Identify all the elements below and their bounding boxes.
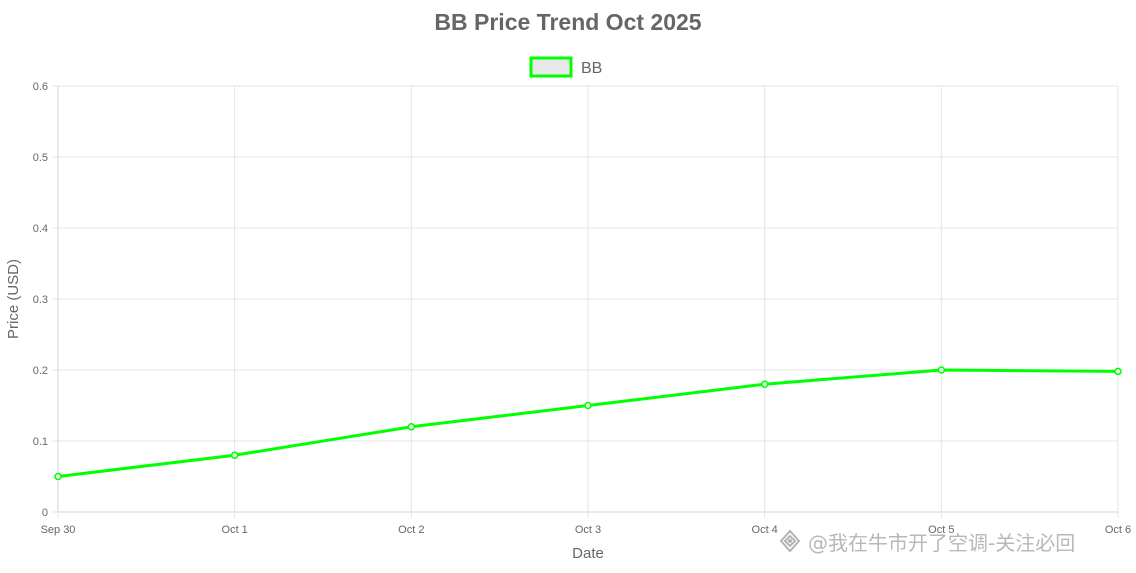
- data-point[interactable]: [230, 451, 239, 459]
- y-axis-title: Price (USD): [5, 259, 22, 339]
- x-axis-title: Date: [572, 545, 604, 562]
- x-tick-label: Oct 5: [928, 524, 954, 536]
- x-tick-label: Oct 3: [575, 524, 601, 536]
- watermark-text: @我在牛市开了空调-关注必回: [808, 530, 1076, 555]
- y-tick-label: 0.6: [33, 81, 48, 93]
- x-tick-label: Oct 1: [222, 524, 248, 536]
- y-tick-label: 0.1: [33, 436, 48, 448]
- x-tick-label: Oct 4: [752, 524, 778, 536]
- x-axis-ticks: Sep 30 Oct 1 Oct 2 Oct 3 Oct 4 Oct 5 Oct 6: [41, 524, 1132, 536]
- y-tick-label: 0.2: [33, 365, 48, 377]
- data-point[interactable]: [760, 380, 769, 388]
- legend[interactable]: BB: [529, 56, 602, 78]
- y-tick-label: 0.3: [33, 294, 48, 306]
- series-layer: [54, 366, 1122, 481]
- data-point[interactable]: [407, 423, 416, 431]
- watermark: @我在牛市开了空调-关注必回: [778, 526, 1075, 556]
- y-tick-label: 0: [42, 507, 48, 519]
- chart-title: BB Price Trend Oct 2025: [434, 9, 701, 35]
- grid: [52, 85, 1119, 518]
- data-point[interactable]: [54, 472, 62, 481]
- data-point[interactable]: [584, 401, 592, 410]
- data-point[interactable]: [1114, 367, 1122, 376]
- x-tick-label: Oct 6: [1105, 524, 1131, 536]
- legend-swatch: [529, 56, 573, 78]
- series-BB: [54, 366, 1122, 481]
- y-axis-ticks: 0 0.1 0.2 0.3 0.4 0.5 0.6: [33, 81, 48, 519]
- y-tick-label: 0.4: [33, 223, 48, 235]
- data-point[interactable]: [937, 366, 946, 374]
- legend-label: BB: [581, 60, 602, 77]
- axes: [57, 86, 1118, 513]
- x-tick-label: Oct 2: [398, 524, 424, 536]
- x-tick-label: Sep 30: [41, 524, 76, 536]
- y-tick-label: 0.5: [33, 152, 48, 164]
- watermark-logo-icon: [779, 529, 801, 553]
